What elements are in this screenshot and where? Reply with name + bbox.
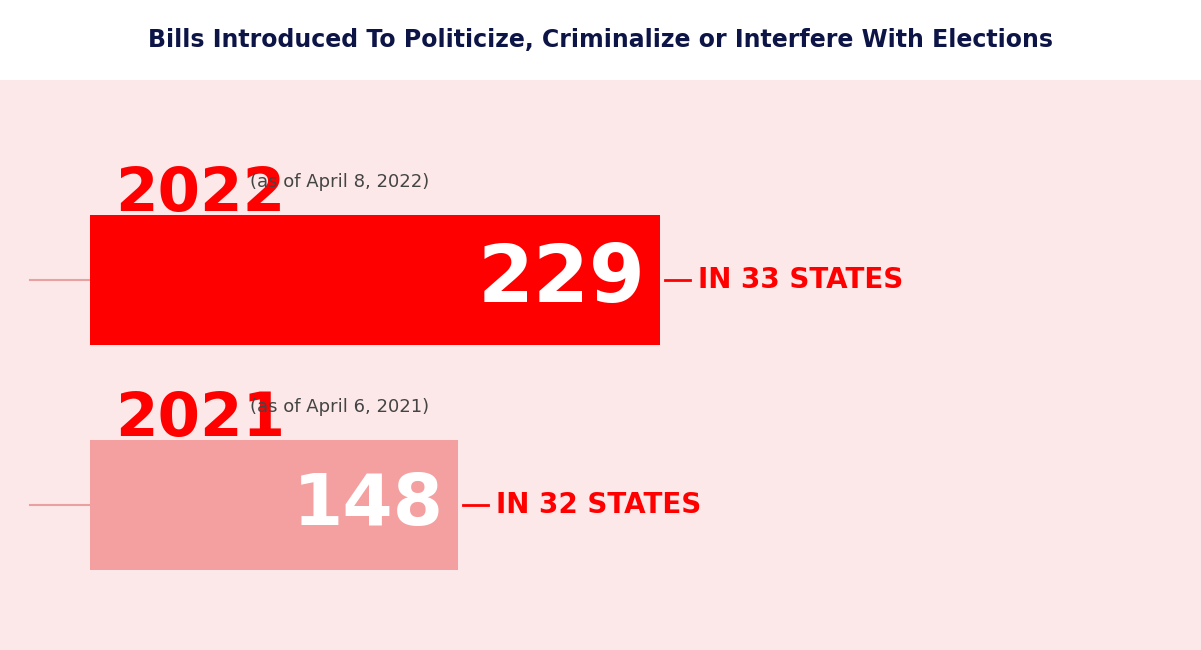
Text: Bills Introduced To Politicize, Criminalize or Interfere With Elections: Bills Introduced To Politicize, Criminal… bbox=[149, 28, 1053, 52]
FancyBboxPatch shape bbox=[90, 440, 459, 570]
Text: (as of April 8, 2022): (as of April 8, 2022) bbox=[250, 173, 429, 191]
FancyBboxPatch shape bbox=[0, 0, 1201, 80]
Text: (as of April 6, 2021): (as of April 6, 2021) bbox=[250, 398, 429, 416]
FancyBboxPatch shape bbox=[90, 215, 661, 345]
Text: IN 33 STATES: IN 33 STATES bbox=[698, 266, 903, 294]
Text: 2021: 2021 bbox=[115, 390, 285, 449]
Text: 229: 229 bbox=[477, 241, 645, 319]
Text: 2022: 2022 bbox=[115, 165, 286, 224]
Text: IN 32 STATES: IN 32 STATES bbox=[496, 491, 701, 519]
Text: 148: 148 bbox=[292, 471, 443, 540]
